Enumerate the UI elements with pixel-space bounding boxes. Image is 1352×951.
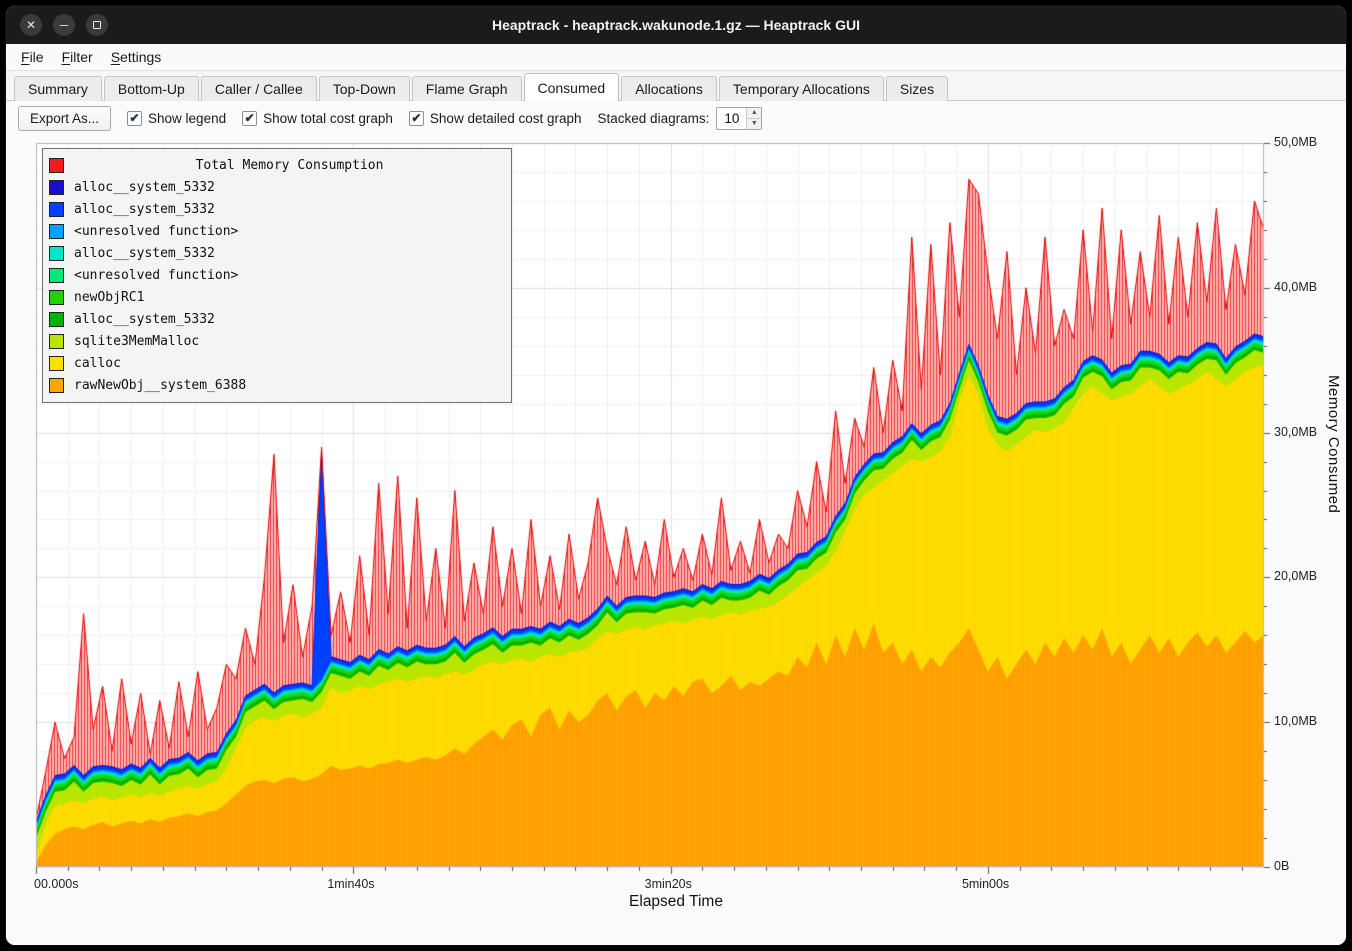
tab-allocations[interactable]: Allocations <box>621 76 717 101</box>
legend-title-swatch <box>49 157 64 173</box>
x-tick-label: 5min00s <box>961 877 1010 891</box>
legend-entry: newObjRC1 <box>49 286 505 308</box>
legend-entry: <unresolved function> <box>49 220 505 242</box>
legend-label: newObjRC1 <box>74 289 145 305</box>
legend-label: <unresolved function> <box>74 223 239 239</box>
tab-temporary-allocations[interactable]: Temporary Allocations <box>718 76 884 101</box>
chart-legend: Total Memory Consumption alloc__system_5… <box>42 148 512 403</box>
legend-entry: calloc <box>49 352 505 374</box>
x-tick-label: 00.000s <box>34 877 79 891</box>
legend-swatch <box>49 355 64 371</box>
window-title: Heaptrack - heaptrack.wakunode.1.gz — He… <box>491 17 860 33</box>
checkbox-label: Show detailed cost graph <box>429 110 582 126</box>
legend-entry: alloc__system_5332 <box>49 176 505 198</box>
legend-swatch <box>49 289 64 305</box>
y-tick-label: 0B <box>1274 859 1290 873</box>
checkbox-show-detailed-cost-graph[interactable]: ✔ Show detailed cost graph <box>408 110 582 126</box>
checkbox-show-legend[interactable]: ✔ Show legend <box>127 110 227 126</box>
legend-title-row: Total Memory Consumption <box>49 154 505 176</box>
legend-label: alloc__system_5332 <box>74 201 215 217</box>
checkbox-label: Show legend <box>148 110 227 126</box>
legend-swatch <box>49 333 64 349</box>
minimize-icon: ─ <box>59 18 69 32</box>
checkbox-icon[interactable]: ✔ <box>242 110 258 126</box>
legend-entry: alloc__system_5332 <box>49 242 505 264</box>
legend-label: alloc__system_5332 <box>74 245 215 261</box>
tab-consumed[interactable]: Consumed <box>523 73 620 101</box>
tab-caller-callee[interactable]: Caller / Callee <box>200 76 317 101</box>
legend-label: calloc <box>74 355 121 371</box>
legend-label: <unresolved function> <box>74 267 239 283</box>
checkbox-label: Show total cost graph <box>263 110 393 126</box>
legend-entry: rawNewObj__system_6388 <box>49 374 505 396</box>
maximize-icon <box>93 21 101 29</box>
tab-bottom-up[interactable]: Bottom-Up <box>103 76 199 101</box>
y-tick-label: 30,0MB <box>1274 424 1318 439</box>
checkbox-icon[interactable]: ✔ <box>127 110 143 126</box>
legend-swatch <box>49 245 64 261</box>
legend-entry: sqlite3MemMalloc <box>49 330 505 352</box>
legend-entry: alloc__system_5332 <box>49 308 505 330</box>
x-axis-title: Elapsed Time <box>629 893 723 910</box>
titlebar: ✕ ─ Heaptrack - heaptrack.wakunode.1.gz … <box>6 6 1346 44</box>
app-window: ✕ ─ Heaptrack - heaptrack.wakunode.1.gz … <box>5 5 1347 946</box>
stacked-diagrams-stepper[interactable]: 10 ▲ ▼ <box>716 106 763 130</box>
tab-top-down[interactable]: Top-Down <box>318 76 410 101</box>
legend-swatch <box>49 223 64 239</box>
legend-label: alloc__system_5332 <box>74 179 215 195</box>
menu-item-file[interactable]: File <box>21 49 44 65</box>
menubar: File Filter Settings <box>6 44 1346 71</box>
x-tick-label: 1min40s <box>327 877 375 891</box>
stacked-diagrams-label: Stacked diagrams: <box>597 110 710 126</box>
tab-sizes[interactable]: Sizes <box>885 76 949 101</box>
legend-label: rawNewObj__system_6388 <box>74 377 247 393</box>
chart-area: Total Memory Consumption alloc__system_5… <box>6 135 1346 945</box>
checkbox-show-total-cost-graph[interactable]: ✔ Show total cost graph <box>242 110 393 126</box>
y-tick-label: 20,0MB <box>1274 569 1318 584</box>
close-icon: ✕ <box>25 18 37 32</box>
y-tick-label: 40,0MB <box>1274 279 1318 294</box>
y-tick-label: 10,0MB <box>1274 714 1318 729</box>
stacked-diagrams-value[interactable]: 10 <box>724 110 740 126</box>
legend-swatch <box>49 201 64 217</box>
legend-title: Total Memory Consumption <box>195 157 384 173</box>
tab-bar: Summary Bottom-Up Caller / Callee Top-Down F… <box>6 71 1346 101</box>
spin-down-icon[interactable]: ▼ <box>747 118 762 129</box>
legend-swatch <box>49 267 64 283</box>
y-tick-label: 50,0MB <box>1274 135 1318 149</box>
legend-label: alloc__system_5332 <box>74 311 215 327</box>
close-button[interactable]: ✕ <box>20 14 42 36</box>
x-tick-label: 3min20s <box>644 877 692 891</box>
tab-flame-graph[interactable]: Flame Graph <box>411 76 522 101</box>
legend-swatch <box>49 311 64 327</box>
tab-summary[interactable]: Summary <box>14 76 102 101</box>
minimize-button[interactable]: ─ <box>53 14 75 36</box>
legend-swatch <box>49 377 64 393</box>
toolbar: Export As... ✔ Show legend ✔ Show total cos… <box>6 101 1346 135</box>
export-as-button[interactable]: Export As... <box>18 105 112 131</box>
spin-up-icon[interactable]: ▲ <box>747 107 762 119</box>
legend-entry: alloc__system_5332 <box>49 198 505 220</box>
y-axis-title: Memory Consumed <box>1325 375 1342 514</box>
checkbox-icon[interactable]: ✔ <box>408 110 424 126</box>
menu-item-settings[interactable]: Settings <box>110 49 162 65</box>
legend-entry: <unresolved function> <box>49 264 505 286</box>
legend-label: sqlite3MemMalloc <box>74 333 200 349</box>
menu-item-filter[interactable]: Filter <box>61 49 93 65</box>
maximize-button[interactable] <box>86 14 108 36</box>
legend-swatch <box>49 179 64 195</box>
